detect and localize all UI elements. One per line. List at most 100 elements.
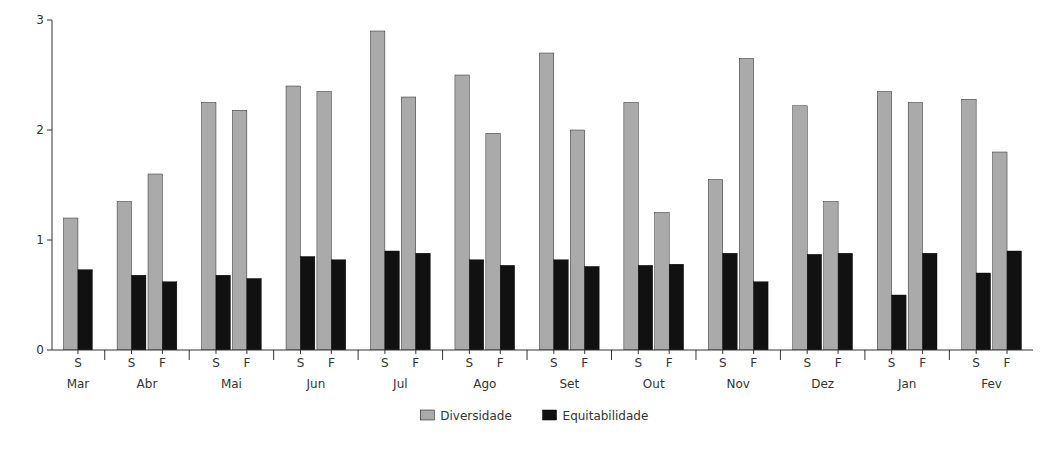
chart: 0123SSFSFSFSFSFSFSFSFSFSFSFMarAbrMaiJunJ… (0, 0, 1053, 455)
group-separator (695, 350, 696, 360)
x-tick (584, 350, 585, 354)
x-tick (246, 350, 247, 354)
bar (923, 253, 937, 350)
x-tick-label: S (297, 356, 305, 370)
bar (976, 273, 990, 350)
group-label: Jan (897, 377, 917, 391)
bar (370, 31, 384, 350)
bar (793, 106, 807, 350)
bar (638, 265, 652, 350)
x-tick-label: S (74, 356, 82, 370)
x-tick (722, 350, 723, 354)
group-separator (442, 350, 443, 360)
bar (385, 251, 399, 350)
group-separator (780, 350, 781, 360)
x-tick (415, 350, 416, 354)
bar (401, 97, 415, 350)
bar (331, 260, 345, 350)
bar (232, 110, 246, 350)
group-label: Jul (392, 377, 407, 391)
bars (64, 31, 1022, 350)
bar (877, 92, 891, 351)
bar (539, 53, 553, 350)
x-tick-label: F (666, 356, 673, 370)
y-tick (47, 130, 52, 131)
bar (585, 266, 599, 350)
bar (286, 86, 300, 350)
x-tick-label: F (328, 356, 335, 370)
y-tick-label: 0 (36, 343, 44, 357)
x-axis-line (52, 350, 1033, 351)
x-tick (669, 350, 670, 354)
group-separator (104, 350, 105, 360)
group-separator (358, 350, 359, 360)
x-tick (300, 350, 301, 354)
group-separator (864, 350, 865, 360)
x-tick-label: S (719, 356, 727, 370)
bar (554, 260, 568, 350)
x-tick (976, 350, 977, 354)
bar (162, 282, 176, 350)
x-tick-label: S (128, 356, 136, 370)
group-label: Out (643, 377, 665, 391)
bar (624, 103, 638, 351)
group-label: Ago (473, 377, 496, 391)
legend-swatch (543, 410, 557, 420)
bar (962, 99, 976, 350)
group-separator (527, 350, 528, 360)
y-tick-label: 2 (36, 123, 44, 137)
bar (993, 152, 1007, 350)
bar (300, 257, 314, 351)
group-separator (273, 350, 274, 360)
x-tick (500, 350, 501, 354)
bar (132, 275, 146, 350)
x-tick-label: S (634, 356, 642, 370)
group-separator (949, 350, 950, 360)
x-tick-label: S (972, 356, 980, 370)
bar (78, 270, 92, 350)
x-tick-label: S (466, 356, 474, 370)
bar (570, 130, 584, 350)
x-tick (469, 350, 470, 354)
x-tick-label: F (412, 356, 419, 370)
x-tick (638, 350, 639, 354)
bar (455, 75, 469, 350)
y-tick-label: 3 (36, 13, 44, 27)
x-tick-label: S (888, 356, 896, 370)
y-tick (47, 20, 52, 21)
y-tick-label: 1 (36, 233, 44, 247)
group-separator (611, 350, 612, 360)
legend-label: Diversidade (440, 409, 512, 423)
x-tick (807, 350, 808, 354)
x-tick (753, 350, 754, 354)
group-label: Jun (306, 377, 326, 391)
x-tick-label: F (1004, 356, 1011, 370)
bar (892, 295, 906, 350)
x-tick (384, 350, 385, 354)
bar (807, 254, 821, 350)
bar (908, 103, 922, 351)
x-tick (215, 350, 216, 354)
bar (739, 59, 753, 351)
bar (317, 92, 331, 351)
group-label: Fev (981, 377, 1002, 391)
group-label: Abr (137, 377, 158, 391)
x-tick-label: S (550, 356, 558, 370)
bar (500, 265, 514, 350)
group-label: Mar (67, 377, 90, 391)
bar (202, 103, 216, 351)
bar (754, 282, 768, 350)
bar (1007, 251, 1021, 350)
bar (117, 202, 131, 351)
group-separator (189, 350, 190, 360)
legend: DiversidadeEquitabilidade (420, 409, 648, 423)
x-tick-label: F (835, 356, 842, 370)
bar (148, 174, 162, 350)
x-tick (838, 350, 839, 354)
bar (247, 279, 261, 351)
x-tick-label: S (803, 356, 811, 370)
y-axis-line (52, 20, 53, 350)
bar (486, 133, 500, 350)
x-tick (331, 350, 332, 354)
bar (824, 202, 838, 351)
